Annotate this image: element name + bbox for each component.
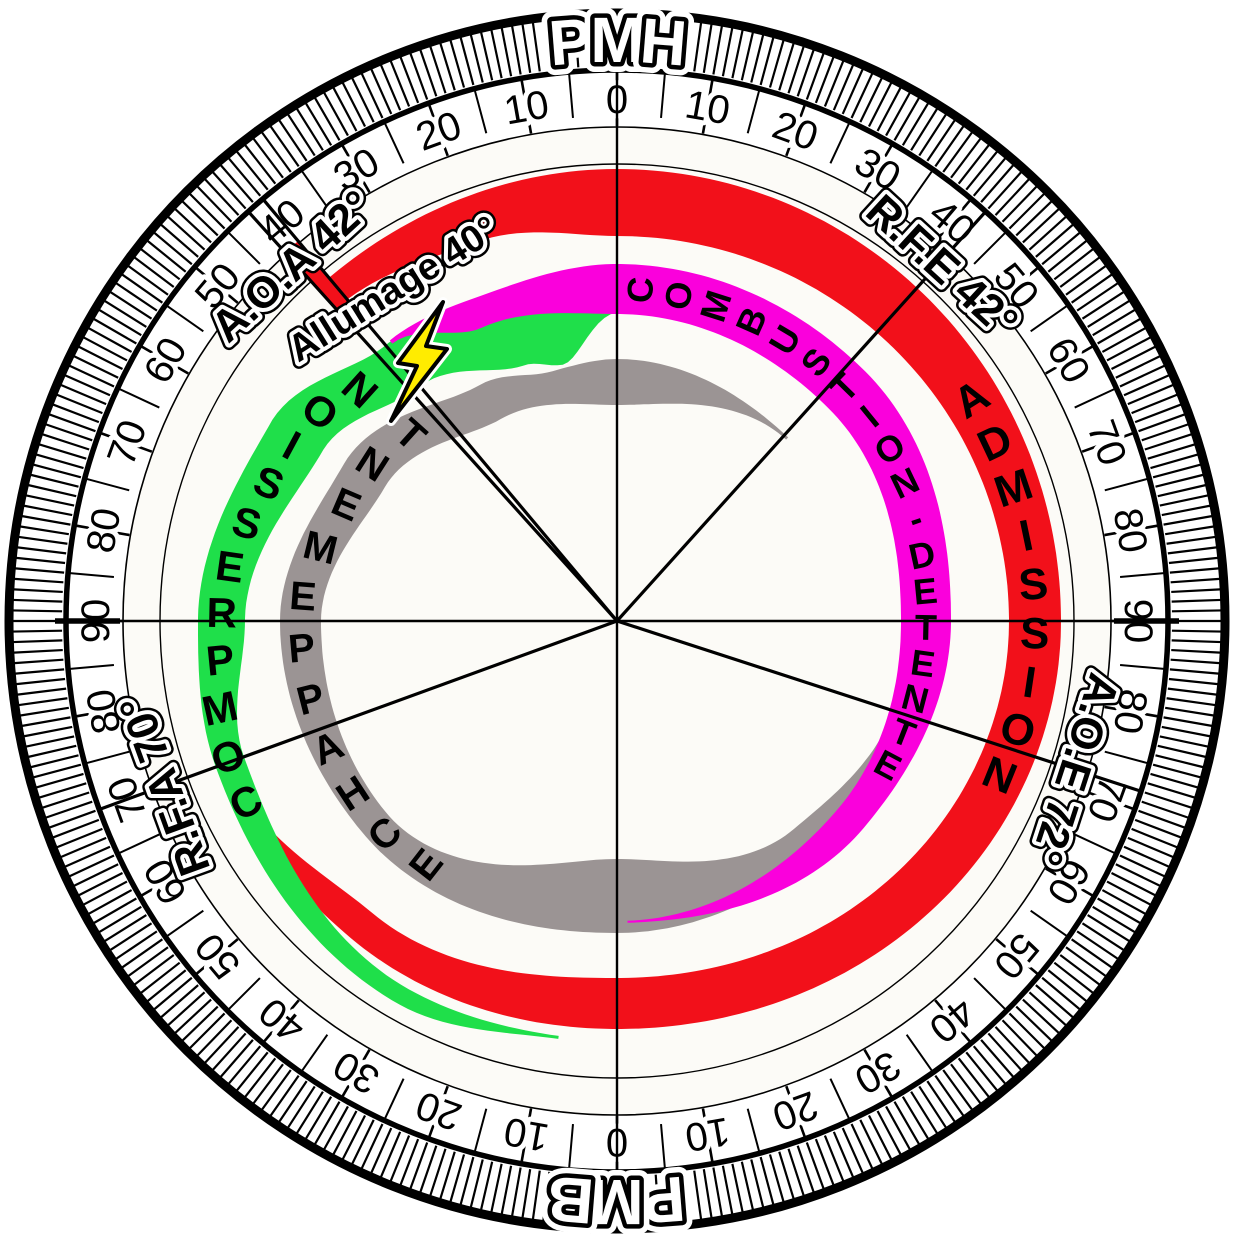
pmh-label: M [590, 4, 643, 76]
pmb-label: M [590, 1166, 643, 1238]
event-line-aoa [247, 210, 619, 623]
svg-text:E: E [288, 574, 318, 620]
event-line-aoe [616, 619, 1142, 793]
pmh-label: H [638, 4, 690, 79]
reference-lines [55, 70, 1179, 1172]
event-line-rfa [98, 619, 618, 811]
event-line-allumage [261, 197, 619, 623]
scale-number: 10 [501, 82, 552, 133]
lightning-bolt-icon [389, 300, 449, 423]
pmh-label: P [546, 4, 594, 79]
pmb-label: B [544, 1162, 596, 1237]
pmb-label: P [639, 1163, 687, 1238]
svg-text:S: S [1019, 609, 1050, 659]
pmh-label: P [546, 4, 594, 79]
svg-text:E: E [908, 641, 937, 685]
stroke-bands [198, 169, 1062, 1039]
scale-number: 10 [682, 82, 733, 133]
band-combustion [389, 264, 951, 923]
pmh-label: H [638, 4, 690, 79]
svg-text:C: C [619, 276, 662, 305]
pmb-label: B [544, 1162, 596, 1237]
svg-text:P: P [204, 635, 236, 685]
scale-number: 10 [682, 1109, 733, 1160]
pmh-label: M [590, 4, 643, 76]
pmb-label: M [590, 1166, 643, 1238]
pmb-label: M [590, 1166, 643, 1238]
svg-text:R: R [206, 589, 237, 637]
scale-number: 80 [1105, 686, 1156, 737]
pmh-label: M [590, 4, 643, 76]
pmb-label: P [639, 1163, 687, 1238]
svg-text:T: T [914, 607, 937, 648]
svg-text:P: P [286, 626, 316, 672]
scale-number: 80 [78, 686, 129, 737]
svg-text:E: E [911, 570, 939, 613]
svg-text:E: E [213, 541, 247, 591]
event-line-rfe [615, 210, 987, 623]
band-admission-aoa-wedge [285, 241, 351, 313]
one-degree-hatch-ring [13, 17, 1221, 1225]
scale-number: 10 [501, 1109, 552, 1160]
scale-number: 80 [78, 505, 129, 556]
degree-ticks [68, 72, 1166, 1170]
ignition-lightning-icon [386, 297, 452, 426]
svg-text:S: S [1017, 559, 1051, 610]
scale-number: 80 [1105, 505, 1156, 556]
